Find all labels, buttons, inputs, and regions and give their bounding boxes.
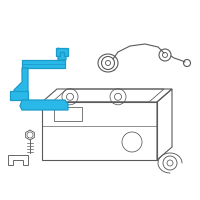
- Polygon shape: [10, 91, 28, 100]
- Polygon shape: [20, 100, 68, 110]
- Polygon shape: [14, 68, 28, 98]
- Polygon shape: [58, 48, 66, 60]
- Polygon shape: [22, 60, 65, 68]
- Polygon shape: [56, 48, 68, 56]
